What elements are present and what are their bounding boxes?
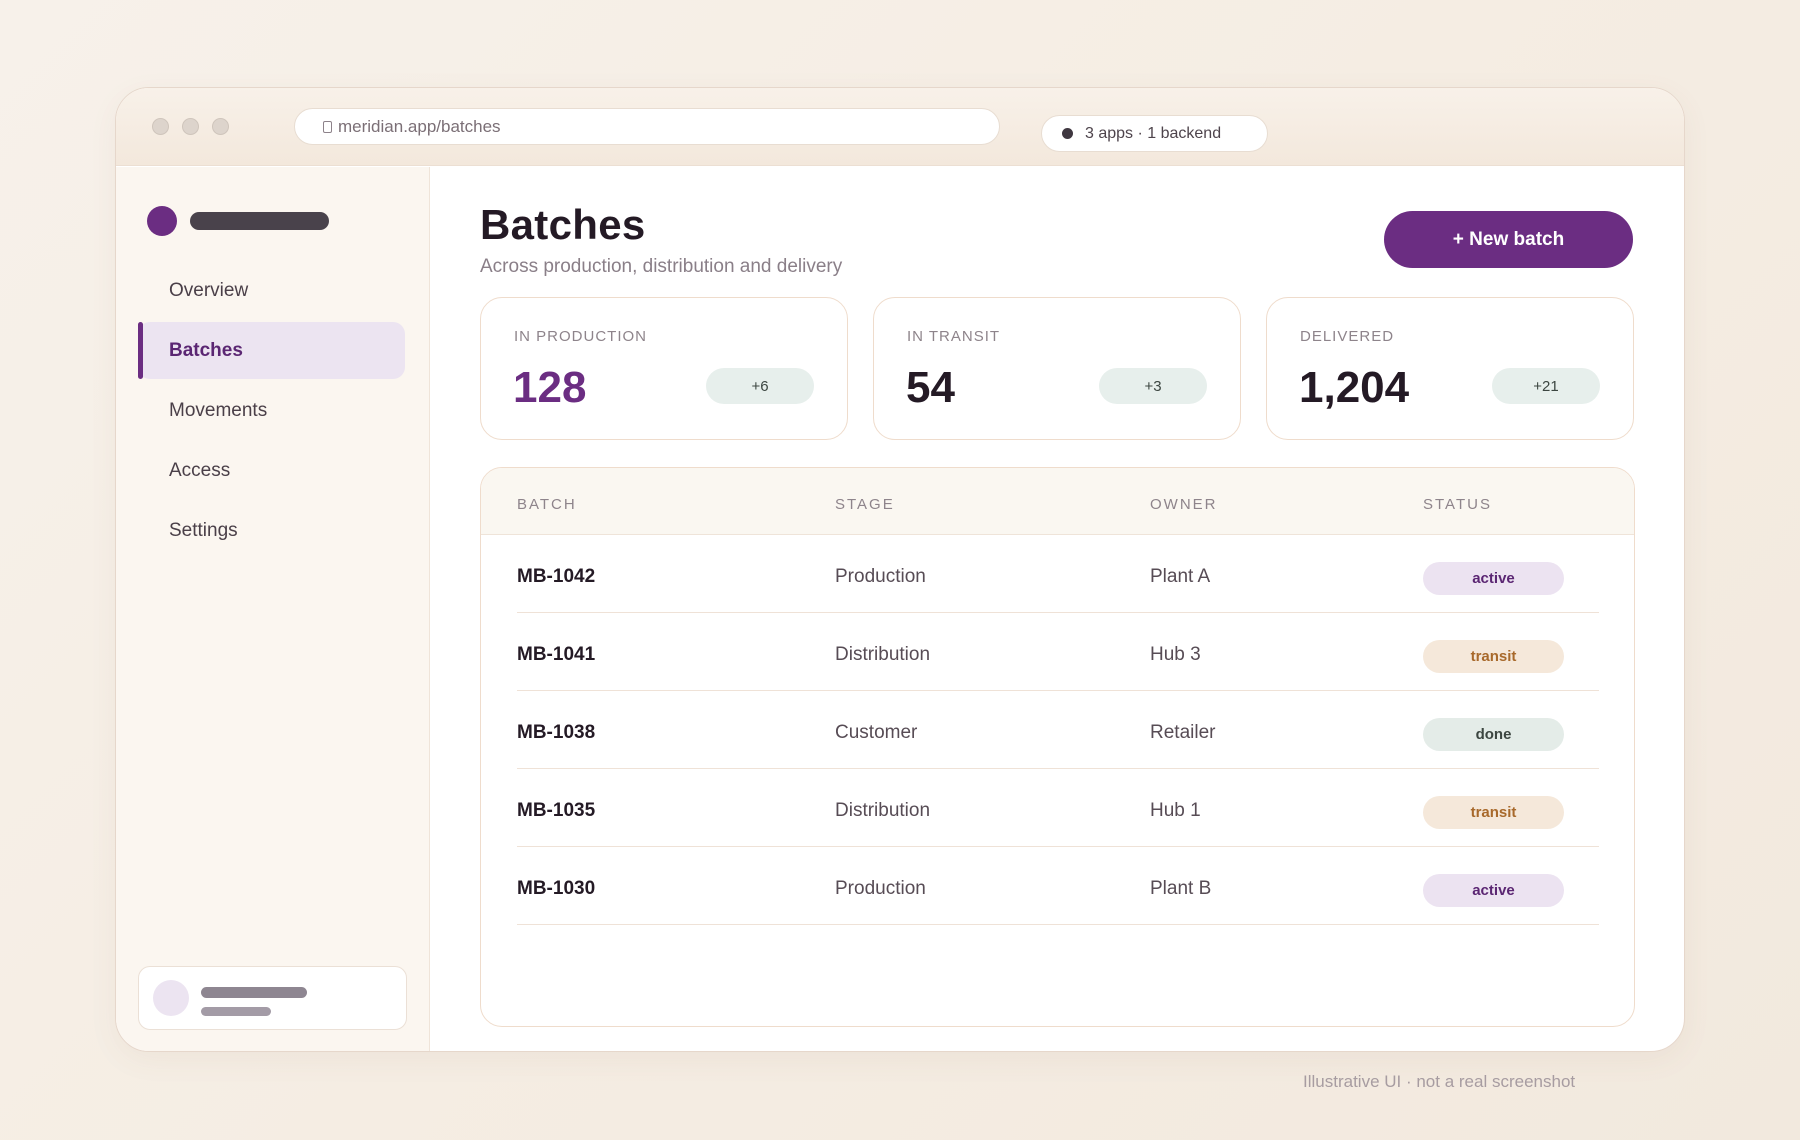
sidebar: Overview Batches Movements Access Settin… xyxy=(116,167,430,1051)
owner-cell: Retailer xyxy=(1150,722,1216,743)
table-row[interactable]: MB-1042 Production Plant A active xyxy=(517,535,1599,613)
stage-cell: Distribution xyxy=(835,800,931,821)
status-badge: transit xyxy=(1423,640,1564,673)
sidebar-item-access[interactable]: Access xyxy=(138,442,405,499)
stat-value: 1,204 xyxy=(1299,363,1410,412)
batches-table: BATCH STAGE OWNER STATUS MB-1042 Product… xyxy=(480,467,1635,1027)
stat-label: IN PRODUCTION xyxy=(514,328,647,345)
stat-value: 128 xyxy=(513,363,587,412)
stat-value: 54 xyxy=(906,363,955,412)
sidebar-item-settings[interactable]: Settings xyxy=(138,502,405,559)
sidebar-item-label: Overview xyxy=(169,279,249,301)
avatar xyxy=(153,980,189,1016)
user-role-placeholder xyxy=(201,1007,271,1016)
browser-window: meridian.app/batches 3 apps · 1 backend … xyxy=(115,87,1685,1052)
status-badge: done xyxy=(1423,718,1564,751)
owner-cell: Hub 3 xyxy=(1150,644,1201,665)
owner-cell: Plant A xyxy=(1150,566,1211,587)
table-row[interactable]: MB-1041 Distribution Hub 3 transit xyxy=(517,613,1599,691)
owner-cell: Plant B xyxy=(1150,878,1212,899)
owner-cell: Hub 1 xyxy=(1150,800,1201,821)
table-header: BATCH STAGE OWNER STATUS xyxy=(481,468,1634,535)
table-row[interactable]: MB-1030 Production Plant B active xyxy=(517,847,1599,925)
environment-badge-label: 3 apps · 1 backend xyxy=(1085,124,1222,142)
brand-name-placeholder xyxy=(190,212,329,230)
address-bar[interactable]: meridian.app/batches xyxy=(294,108,1000,145)
sidebar-item-label: Access xyxy=(169,459,231,481)
lock-icon xyxy=(323,120,332,133)
stat-delta-badge: +6 xyxy=(706,368,814,404)
stage-cell: Production xyxy=(835,878,926,899)
footnote: Illustrative UI · not a real screenshot xyxy=(1303,1072,1576,1091)
status-badge: transit xyxy=(1423,796,1564,829)
stat-card-in-production: IN PRODUCTION 128 +6 xyxy=(480,297,848,440)
close-window-icon[interactable] xyxy=(152,118,169,135)
table-row[interactable]: MB-1035 Distribution Hub 1 transit xyxy=(517,769,1599,847)
main-content: Batches Across production, distribution … xyxy=(432,167,1684,1051)
sidebar-item-batches[interactable]: Batches xyxy=(138,322,405,379)
sidebar-item-label: Batches xyxy=(169,339,243,361)
stat-card-delivered: DELIVERED 1,204 +21 xyxy=(1266,297,1634,440)
batch-id-cell: MB-1041 xyxy=(517,644,596,665)
batch-id-cell: MB-1038 xyxy=(517,722,596,743)
user-name-placeholder xyxy=(201,987,307,998)
minimize-window-icon[interactable] xyxy=(182,118,199,135)
brand-logo-icon xyxy=(147,206,177,236)
environment-badge: 3 apps · 1 backend xyxy=(1041,115,1268,152)
maximize-window-icon[interactable] xyxy=(212,118,229,135)
url-text: meridian.app/batches xyxy=(338,116,501,136)
stat-label: IN TRANSIT xyxy=(907,328,1001,345)
user-profile-card[interactable] xyxy=(138,966,407,1030)
status-badge: active xyxy=(1423,562,1564,595)
column-header-stage[interactable]: STAGE xyxy=(835,496,895,513)
status-dot-icon xyxy=(1062,128,1073,139)
sidebar-item-label: Settings xyxy=(169,519,238,541)
column-header-status[interactable]: STATUS xyxy=(1423,496,1492,513)
stat-label: DELIVERED xyxy=(1300,328,1395,345)
sidebar-item-label: Movements xyxy=(169,399,268,421)
page-subtitle: Across production, distribution and deli… xyxy=(480,256,843,277)
stat-card-in-transit: IN TRANSIT 54 +3 xyxy=(873,297,1241,440)
stage-cell: Production xyxy=(835,566,926,587)
column-header-batch[interactable]: BATCH xyxy=(517,496,577,513)
page-title: Batches xyxy=(480,201,646,248)
batch-id-cell: MB-1035 xyxy=(517,800,596,821)
stat-delta-badge: +21 xyxy=(1492,368,1600,404)
sidebar-item-movements[interactable]: Movements xyxy=(138,382,405,439)
status-badge: active xyxy=(1423,874,1564,907)
sidebar-item-overview[interactable]: Overview xyxy=(138,262,405,319)
new-batch-button[interactable]: + New batch xyxy=(1384,211,1633,268)
stat-delta-badge: +3 xyxy=(1099,368,1207,404)
stage-cell: Customer xyxy=(835,722,918,743)
batch-id-cell: MB-1042 xyxy=(517,566,596,587)
column-header-owner[interactable]: OWNER xyxy=(1150,496,1218,513)
table-row[interactable]: MB-1038 Customer Retailer done xyxy=(517,691,1599,769)
stage-cell: Distribution xyxy=(835,644,931,665)
batch-id-cell: MB-1030 xyxy=(517,878,596,899)
title-bar: meridian.app/batches 3 apps · 1 backend xyxy=(116,88,1684,166)
